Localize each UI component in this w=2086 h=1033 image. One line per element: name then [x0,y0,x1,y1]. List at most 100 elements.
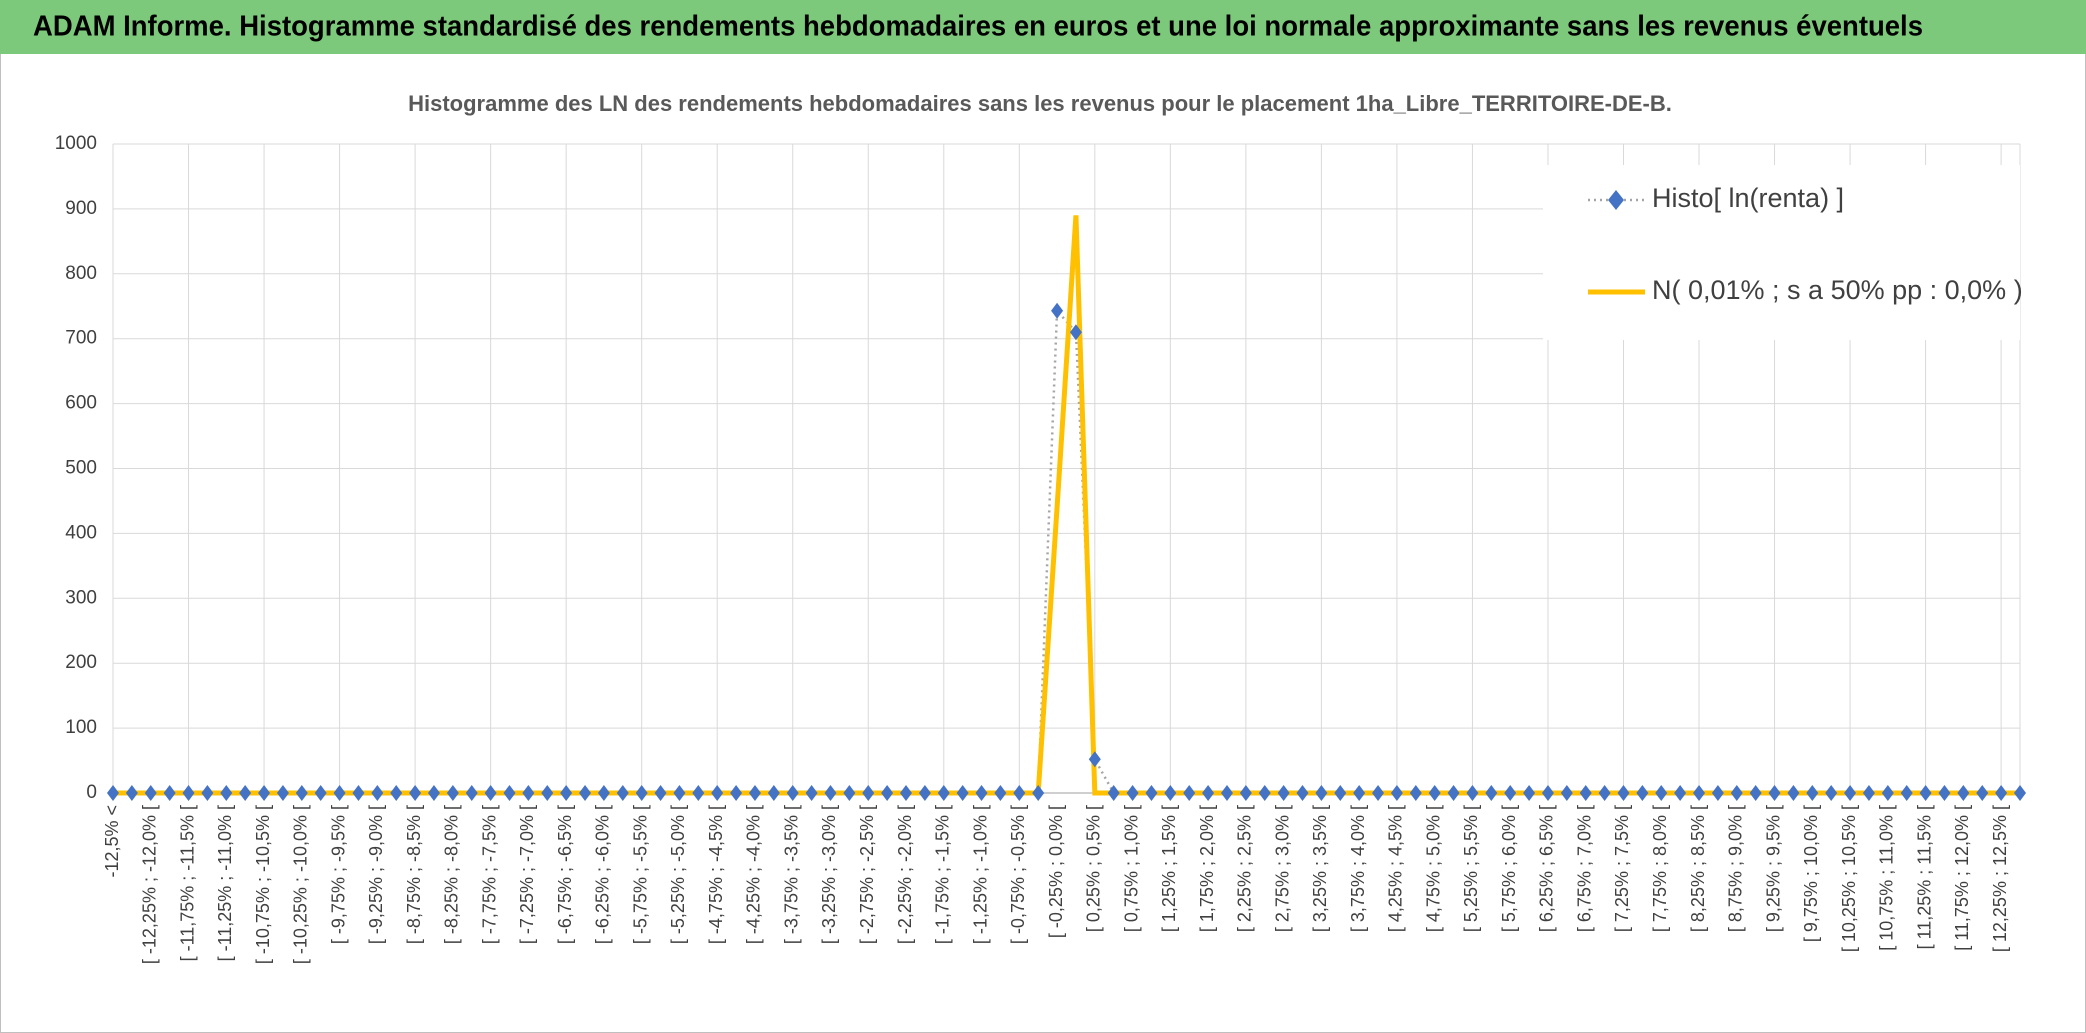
data-point [654,785,667,801]
legend-box [1543,165,2020,340]
data-point [711,785,724,801]
data-point [1976,785,1989,801]
data-point [1296,785,1309,801]
data-point [1447,785,1460,801]
data-point [1315,785,1328,801]
data-point [1409,785,1422,801]
data-point [786,785,799,801]
data-point [107,785,119,801]
data-point [314,785,327,801]
x-tick-label: [ 3,25% ; 3,5% [ [1310,805,1330,932]
x-tick-label: [ -12,25% ; -12,0% [ [140,805,160,964]
data-point [1258,785,1271,801]
data-point [503,785,516,801]
x-tick-label: [ 4,75% ; 5,0% [ [1423,805,1443,932]
data-point [918,785,931,801]
x-tick-label: [ -1,75% ; -1,5% [ [933,805,953,944]
x-tick-label: [ -5,25% ; -5,0% [ [668,805,688,944]
data-point [1693,785,1706,801]
x-tick-label: [ 9,75% ; 10,0% [ [1801,805,1821,942]
data-point [560,785,573,801]
y-tick-label: 500 [65,458,97,479]
x-tick-label: [ 2,25% ; 2,5% [ [1235,805,1255,932]
y-tick-label: 800 [65,263,97,284]
data-point [1749,785,1762,801]
data-point [1334,785,1347,801]
data-point [881,785,894,801]
data-point [1560,785,1573,801]
data-point [1088,751,1101,768]
x-tick-label: [ 11,75% ; 12,0% [ [1952,805,1972,951]
data-point [937,785,950,801]
y-tick-label: 200 [65,652,97,673]
data-point [956,785,969,801]
x-tick-label: [ -2,25% ; -2,0% [ [895,805,915,944]
data-point [1069,324,1082,341]
data-point [1806,785,1819,801]
x-tick-label: [ 12,25% ; 12,5% [ [1990,805,2010,952]
x-tick-label: [ -7,25% ; -7,0% [ [517,805,537,944]
data-point [390,785,403,801]
data-point [843,785,856,801]
x-tick-label: [ 10,25% ; 10,5% [ [1839,805,1859,952]
data-point [1655,785,1668,801]
data-point [616,785,629,801]
data-point [975,785,988,801]
data-point [994,785,1007,801]
data-point [1900,785,1913,801]
data-point [1277,785,1290,801]
data-point [824,785,837,801]
y-tick-label: 0 [86,782,97,803]
x-tick-label: [ 5,25% ; 5,5% [ [1461,805,1481,932]
x-tick-label: [ -5,75% ; -5,5% [ [630,805,650,944]
data-point [1164,785,1177,801]
data-point [1938,785,1951,801]
y-tick-label: 1000 [55,133,97,154]
data-point [673,785,686,801]
data-point [295,785,308,801]
legend-label: N( 0,01% ; s a 50% pp : 0,0% ) [1652,275,2023,305]
x-tick-label: [ -9,25% ; -9,0% [ [366,805,386,944]
x-tick-label: [ 8,75% ; 9,0% [ [1726,805,1746,932]
x-tick-label: [ 5,75% ; 6,0% [ [1499,805,1519,932]
x-tick-label: [ -6,25% ; -6,0% [ [593,805,613,944]
data-point [1674,785,1687,801]
data-point [182,785,195,801]
data-point [258,785,271,801]
x-tick-label: [ -4,25% ; -4,0% [ [744,805,764,944]
x-tick-label: [ -3,25% ; -3,0% [ [819,805,839,944]
x-tick-label: [ -0,25% ; 0,0% [ [1046,805,1066,938]
data-point [1390,785,1403,801]
data-point [1730,785,1743,801]
data-point [1145,785,1158,801]
data-point [1711,785,1724,801]
x-tick-label: -12,5% < [102,805,122,878]
data-point [1919,785,1932,801]
x-tick-label: [ -6,75% ; -6,5% [ [555,805,575,944]
x-tick-label: [ -8,25% ; -8,0% [ [442,805,462,944]
x-tick-label: [ 0,75% ; 1,0% [ [1121,805,1141,932]
data-point [1862,785,1875,801]
data-point [1372,785,1385,801]
y-tick-label: 700 [65,328,97,349]
data-point [1126,785,1139,801]
data-point [1107,785,1120,801]
data-point [635,785,648,801]
x-tick-label: [ -7,75% ; -7,5% [ [479,805,499,944]
header-title: ADAM Informe. Histogramme standardisé de… [33,11,1923,43]
data-point [1825,785,1838,801]
data-point [730,785,743,801]
x-tick-label: [ -10,75% ; -10,5% [ [253,805,273,964]
x-tick-label: [ 10,75% ; 11,0% [ [1877,805,1897,951]
x-tick-label: [ 11,25% ; 11,5% [ [1914,805,1934,949]
data-point [579,785,592,801]
legend-label: Histo[ ln(renta) ] [1652,183,1844,213]
y-tick-label: 400 [65,522,97,543]
data-point [409,785,422,801]
x-tick-label: [ 0,25% ; 0,5% [ [1084,805,1104,932]
data-point [541,785,554,801]
data-point [1617,785,1630,801]
x-tick-label: [ 1,75% ; 2,0% [ [1197,805,1217,932]
data-point [1239,785,1252,801]
data-point [1787,785,1800,801]
